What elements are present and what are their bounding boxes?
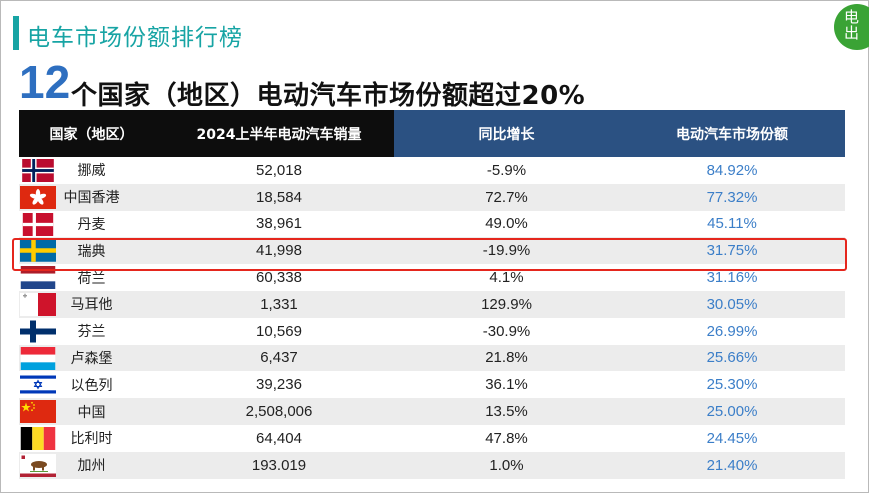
sales-cell: 60,338 (164, 264, 394, 291)
sales-cell: 64,404 (164, 424, 394, 452)
sales-cell: 18,584 (164, 183, 394, 211)
california-flag-icon (20, 453, 56, 477)
headline-text: 个国家（地区）电动汽车市场份额超过20% (71, 81, 586, 111)
share-cell: 30.05% (619, 290, 845, 318)
share-cell: 31.75% (619, 237, 845, 265)
growth-cell: 36.1% (394, 371, 619, 399)
column-header-share: 电动汽车市场份额 (619, 110, 845, 157)
region-name: 加州 (77, 458, 106, 475)
sales-cell: 1,331 (164, 290, 394, 318)
region-name: 中国香港 (63, 190, 120, 207)
share-cell: 25.30% (619, 371, 845, 399)
growth-cell: 13.5% (394, 398, 619, 425)
growth-cell: 49.0% (394, 210, 619, 238)
region-name: 芬兰 (77, 324, 106, 341)
share-cell: 21.40% (619, 451, 845, 479)
region-name: 中国 (77, 404, 106, 421)
region-cell: 丹麦 (19, 210, 164, 238)
column-header-growth: 同比增长 (394, 110, 619, 157)
table-row: 马耳他 1,331 129.9% 30.05% (19, 290, 845, 318)
share-cell: 84.92% (619, 157, 845, 184)
table-row: 荷兰 60,338 4.1% 31.16% (19, 264, 845, 291)
region-cell: 中国香港 (19, 183, 164, 211)
section-title: 电车市场份额排行榜 (27, 25, 243, 51)
belgium-flag-icon (20, 426, 56, 450)
table-row: 以色列 39,236 36.1% 25.30% (19, 371, 845, 399)
growth-cell: 129.9% (394, 290, 619, 318)
headline-count: 12 (19, 56, 71, 108)
growth-cell: -5.9% (394, 157, 619, 184)
share-cell: 25.66% (619, 344, 845, 372)
region-name: 马耳他 (70, 297, 113, 314)
norway-flag-icon (20, 159, 56, 182)
share-cell: 77.32% (619, 183, 845, 211)
sales-cell: 6,437 (164, 344, 394, 372)
growth-cell: -19.9% (394, 237, 619, 265)
sales-cell: 2,508,006 (164, 398, 394, 425)
region-name: 挪威 (77, 163, 106, 180)
sales-cell: 10,569 (164, 317, 394, 345)
region-cell: 加州 (19, 451, 164, 479)
growth-cell: 47.8% (394, 424, 619, 452)
region-cell: 以色列 (19, 371, 164, 399)
column-header-region: 国家（地区） (19, 110, 164, 157)
brand-logo-icon: 电出 (834, 4, 869, 50)
table-row: 芬兰 10,569 -30.9% 26.99% (19, 317, 845, 345)
share-cell: 25.00% (619, 398, 845, 425)
growth-cell: 4.1% (394, 264, 619, 291)
table-row: 卢森堡 6,437 21.8% 25.66% (19, 344, 845, 372)
region-cell: 卢森堡 (19, 344, 164, 372)
sales-cell: 41,998 (164, 237, 394, 265)
share-cell: 26.99% (619, 317, 845, 345)
sales-cell: 52,018 (164, 157, 394, 184)
malta-flag-icon (20, 292, 56, 316)
table-row: 挪威 52,018 -5.9% 84.92% (19, 157, 845, 184)
share-cell: 31.16% (619, 264, 845, 291)
finland-flag-icon (20, 320, 56, 343)
ev-share-table: 国家（地区） 2024上半年电动汽车销量 同比增长 电动汽车市场份额 挪威 52… (19, 110, 845, 479)
region-cell: 马耳他 (19, 290, 164, 318)
region-cell: 芬兰 (19, 317, 164, 345)
table-row: 中国香港 18,584 72.7% 77.32% (19, 183, 845, 211)
table-row: 比利时 64,404 47.8% 24.45% (19, 424, 845, 452)
region-cell: 中国 (19, 398, 164, 425)
share-cell: 24.45% (619, 424, 845, 452)
region-cell: 瑞典 (19, 237, 164, 265)
region-name: 荷兰 (77, 270, 106, 287)
region-name: 瑞典 (77, 243, 106, 260)
table-row: 加州 193.019 1.0% 21.40% (19, 451, 845, 479)
share-cell: 45.11% (619, 210, 845, 238)
logo-text: 电出 (844, 8, 860, 42)
luxembourg-flag-icon (20, 346, 56, 370)
table-row: 丹麦 38,961 49.0% 45.11% (19, 210, 845, 238)
sweden-highlight-box (12, 238, 847, 271)
accent-bar (13, 16, 19, 50)
region-cell: 挪威 (19, 157, 164, 184)
region-name: 卢森堡 (70, 350, 113, 367)
growth-cell: 21.8% (394, 344, 619, 372)
column-header-sales: 2024上半年电动汽车销量 (164, 110, 394, 157)
china-flag-icon (20, 400, 56, 424)
growth-cell: 1.0% (394, 451, 619, 479)
israel-flag-icon (20, 373, 56, 397)
table-row: 中国 2,508,006 13.5% 25.00% (19, 398, 845, 425)
region-name: 比利时 (70, 431, 113, 448)
sweden-flag-icon (20, 239, 56, 263)
region-name: 以色列 (70, 377, 113, 394)
table-row: 瑞典 41,998 -19.9% 31.75% (19, 237, 845, 265)
sales-cell: 193.019 (164, 451, 394, 479)
growth-cell: -30.9% (394, 317, 619, 345)
hong-kong-flag-icon (20, 185, 56, 209)
table-header-row: 国家（地区） 2024上半年电动汽车销量 同比增长 电动汽车市场份额 (19, 110, 845, 157)
denmark-flag-icon (20, 212, 56, 236)
growth-cell: 72.7% (394, 183, 619, 211)
region-cell: 比利时 (19, 424, 164, 452)
region-name: 丹麦 (77, 216, 106, 233)
sales-cell: 39,236 (164, 371, 394, 399)
sales-cell: 38,961 (164, 210, 394, 238)
